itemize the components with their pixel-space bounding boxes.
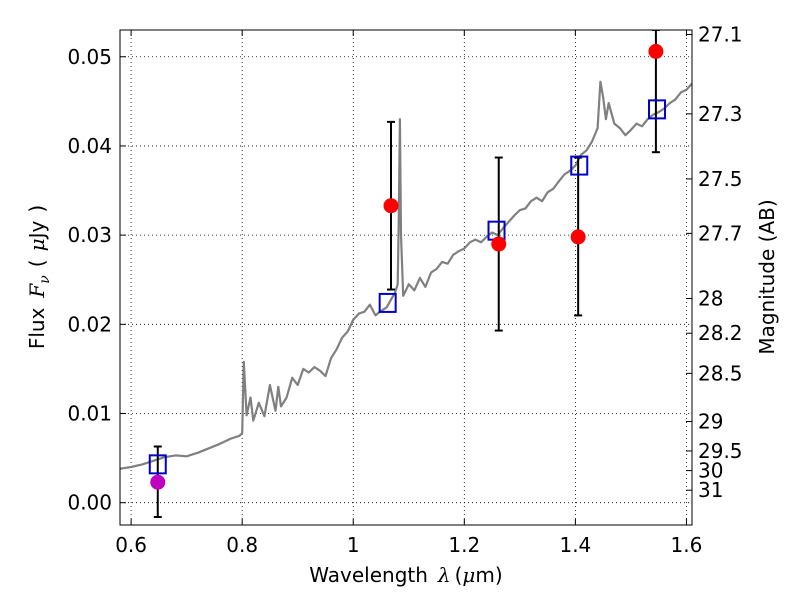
y2-tick-label: 29 [698, 410, 723, 434]
y-axis-label: Flux Fν ( μJy) [25, 205, 53, 349]
y2-tick-label: 28.5 [698, 361, 743, 385]
observed-flux-point [570, 229, 586, 245]
x-tick-label: 1 [347, 533, 360, 557]
y-tick-label: 0.01 [67, 402, 112, 426]
y-axis-label-unit-close: ) [25, 205, 49, 213]
model-flux-square [648, 99, 667, 120]
model-flux-square [148, 454, 167, 475]
y-tick-label: 0.03 [67, 223, 112, 247]
y-tick-label: 0.05 [67, 45, 112, 69]
observed-flux-point [648, 43, 664, 59]
plot-series [120, 30, 692, 518]
model-flux-square [570, 155, 589, 176]
y2-tick-label: 27.1 [698, 22, 743, 46]
x-tick-label: 1.2 [448, 533, 480, 557]
x-axis-label-unit-rest: m) [475, 563, 502, 587]
y-tick-label: 0.00 [67, 491, 112, 515]
y-tick-label: 0.02 [67, 312, 112, 336]
y-axis-label-unit-open: ( [25, 259, 49, 267]
y2-axis-label: Magnitude (AB) [755, 199, 779, 354]
model-flux-square [378, 292, 397, 313]
x-tick-label: 1.4 [559, 533, 591, 557]
observed-flux-point [150, 474, 166, 490]
axis-ticks: 0.6 0.8 1 1.2 1.4 1.6 0.00 0.01 0.02 0.03 0.04 0.05… [67, 22, 742, 557]
y-axis-label-unit-rest: Jy [25, 220, 49, 240]
x-axis-label-unit-open: ( [455, 563, 463, 587]
y2-tick-label: 28.2 [698, 321, 743, 345]
y2-tick-label: 31 [698, 478, 723, 502]
y-axis-label-subscript: ν [37, 275, 53, 284]
x-axis-label-symbol: λ [437, 563, 451, 587]
grid-lines [120, 30, 692, 525]
plot-frame [119, 29, 693, 526]
y-tick-label: 0.04 [67, 134, 112, 158]
x-axis-label-text: Wavelength [309, 563, 428, 587]
y2-tick-label: 27.3 [698, 102, 743, 126]
x-tick-label: 1.6 [671, 533, 703, 557]
observed-flux-point [491, 236, 507, 252]
x-tick-label: 0.6 [115, 533, 147, 557]
x-axis-label: Wavelength λ (μm) [309, 563, 502, 587]
y2-tick-label: 27.5 [698, 167, 743, 191]
y2-tick-label: 28 [698, 286, 723, 310]
y2-tick-label: 30 [698, 459, 723, 483]
y2-tick-label: 29.5 [698, 439, 743, 463]
y2-tick-label: 27.7 [698, 221, 743, 245]
x-axis-label-unit-mu: μ [462, 563, 475, 587]
x-tick-label: 0.8 [226, 533, 258, 557]
y-axis-label-symbol: F [25, 283, 49, 299]
spectrum-line [120, 80, 692, 470]
observed-flux-point [383, 198, 399, 214]
y-axis-label-unit-mu: μ [25, 238, 49, 251]
y-axis-label-text: Flux [25, 307, 49, 349]
